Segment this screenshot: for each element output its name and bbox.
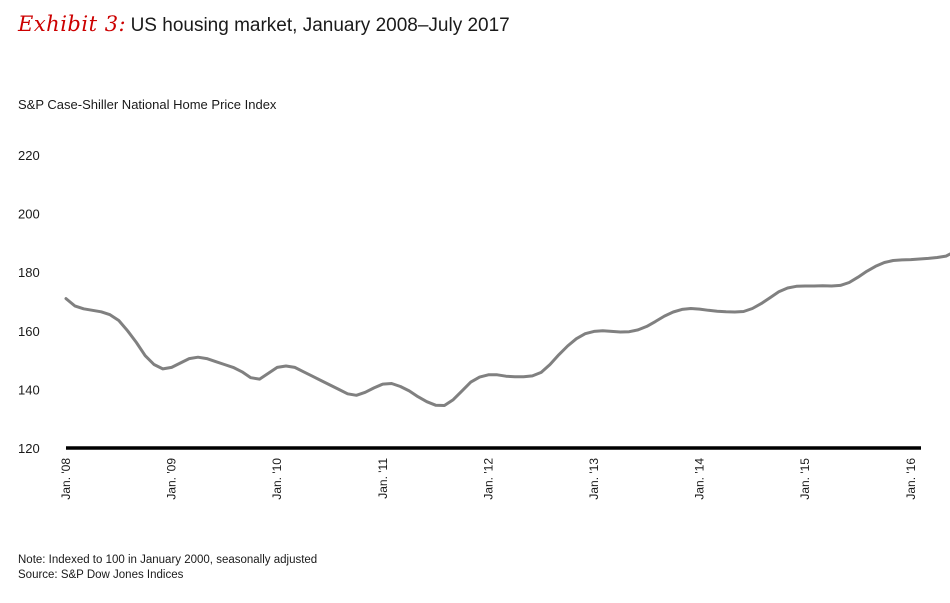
y-tick-label: 120 [18, 441, 40, 456]
exhibit-label: Exhibit 3: [18, 12, 127, 36]
x-tick-label: Jan. '10 [270, 458, 284, 500]
note-text: Note: Indexed to 100 in January 2000, se… [18, 554, 318, 566]
y-axis-label: S&P Case-Shiller National Home Price Ind… [18, 97, 277, 112]
x-tick-label: Jan. '14 [693, 458, 707, 500]
x-tick-label: Jan. '09 [165, 458, 179, 500]
y-tick-label: 140 [18, 382, 40, 397]
y-tick-label: 180 [18, 265, 40, 280]
y-tick-label: 160 [18, 324, 40, 339]
x-tick-label: Jan. '08 [59, 458, 73, 500]
x-tick-label: Jan. '15 [798, 458, 812, 500]
chart-title-row: Exhibit 3: US housing market, January 20… [18, 12, 510, 37]
y-tick-label: 220 [18, 148, 40, 163]
source-text: Source: S&P Dow Jones Indices [18, 569, 184, 581]
x-tick-label: Jan. '12 [481, 458, 495, 500]
x-tick-label: Jan. '11 [376, 458, 390, 499]
series-line [64, 252, 950, 407]
x-tick-label: Jan. '16 [904, 458, 918, 500]
x-tick-label: Jan. '13 [587, 458, 601, 500]
y-tick-label: 200 [18, 207, 40, 222]
chart-notes: Note: Indexed to 100 in January 2000, se… [18, 553, 317, 583]
chart-title: US housing market, January 2008–July 201… [130, 15, 510, 36]
